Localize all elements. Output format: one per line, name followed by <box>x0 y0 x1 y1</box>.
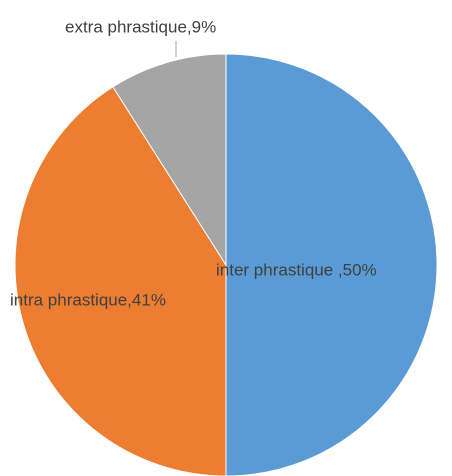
data-label: extra phrastique,9% <box>65 17 216 36</box>
pie-slice <box>14 86 227 476</box>
data-label: intra phrastique,41% <box>10 290 166 309</box>
pie-slice <box>225 53 438 476</box>
data-label: inter phrastique ,50% <box>216 260 377 279</box>
pie-slice <box>112 53 227 267</box>
